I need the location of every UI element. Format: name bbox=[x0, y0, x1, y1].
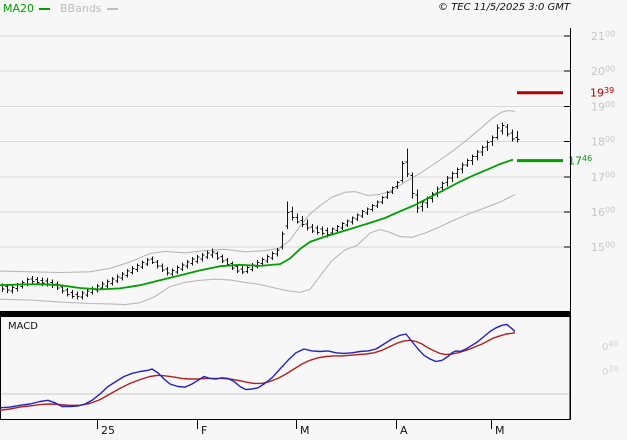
panel-separator bbox=[0, 311, 570, 316]
chart-legend: MA20 BBands bbox=[3, 3, 128, 14]
time-axis-labels: 25 F M A M bbox=[97, 419, 505, 437]
svg-text:1900: 1900 bbox=[591, 100, 615, 114]
svg-text:25: 25 bbox=[101, 424, 115, 437]
chart-timestamp: © TEC 11/5/2025 3:0 GMT bbox=[438, 2, 570, 13]
svg-text:M: M bbox=[495, 424, 505, 437]
macd-axis-labels: 040 020 bbox=[602, 340, 619, 379]
svg-text:020: 020 bbox=[602, 365, 619, 379]
legend-label: BBands bbox=[60, 2, 102, 15]
svg-text:1800: 1800 bbox=[591, 135, 615, 149]
svg-text:1500: 1500 bbox=[591, 241, 615, 255]
legend-item-bbands: BBands bbox=[60, 3, 118, 14]
ohlc-bars bbox=[0, 122, 520, 300]
price-axis-labels: 2100 2000 1900 1800 1700 1600 1500 bbox=[564, 30, 615, 255]
macd-line bbox=[0, 323, 516, 409]
bollinger-upper-band bbox=[0, 110, 516, 274]
svg-text:A: A bbox=[400, 424, 408, 437]
svg-text:1939: 1939 bbox=[590, 86, 614, 100]
svg-text:1746: 1746 bbox=[568, 154, 592, 168]
svg-text:M: M bbox=[300, 424, 310, 437]
svg-text:1700: 1700 bbox=[591, 170, 615, 184]
macd-signal-line bbox=[0, 332, 516, 411]
svg-text:1600: 1600 bbox=[591, 206, 615, 220]
legend-label: MA20 bbox=[3, 2, 35, 15]
legend-swatch bbox=[39, 7, 51, 10]
resistance-level-line: 1939 bbox=[517, 86, 614, 100]
legend-item-ma20: MA20 bbox=[3, 2, 51, 15]
macd-panel-title: MACD bbox=[8, 321, 38, 332]
ma-level-line: 1746 bbox=[517, 154, 592, 168]
bollinger-lower-band bbox=[0, 193, 516, 306]
legend-swatch bbox=[106, 7, 118, 10]
price-gridlines bbox=[0, 35, 570, 248]
svg-text:040: 040 bbox=[602, 340, 619, 354]
svg-text:2100: 2100 bbox=[591, 30, 615, 44]
ma20-line bbox=[0, 158, 514, 291]
svg-text:2000: 2000 bbox=[591, 65, 615, 79]
svg-text:F: F bbox=[201, 424, 207, 437]
